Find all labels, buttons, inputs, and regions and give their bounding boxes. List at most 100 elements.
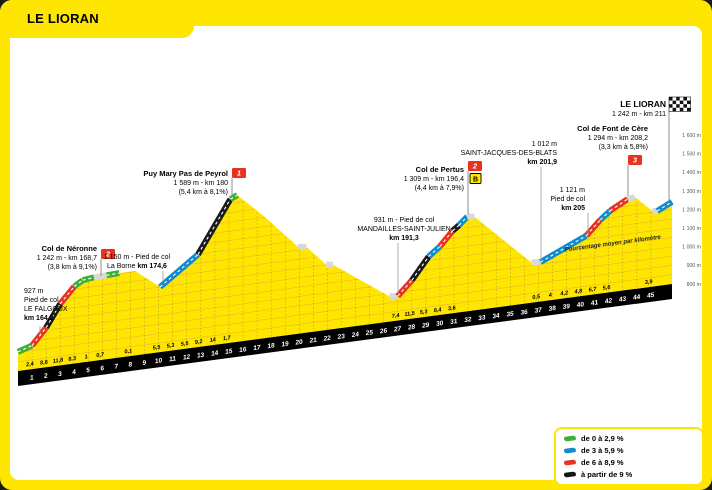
km-tick: 26 bbox=[378, 327, 387, 335]
gradient-value: 5,3 bbox=[420, 309, 429, 316]
elevation-axis-label: 1 400 m bbox=[682, 170, 701, 176]
landmark-label: 931 m - Pied de col bbox=[374, 217, 435, 224]
landmark-label: MANDAILLES-SAINT-JULIEN bbox=[357, 226, 450, 233]
km-tick: 34 bbox=[492, 312, 500, 320]
gradient-value: 0,7 bbox=[96, 352, 105, 359]
category-number: 2 bbox=[105, 250, 111, 259]
gradient-value: 3,9 bbox=[645, 279, 654, 286]
landmark-label: 1 121 m bbox=[560, 187, 585, 194]
category-flag bbox=[628, 155, 642, 165]
elevation-axis-label: 1 100 m bbox=[682, 226, 701, 232]
legend-item: de 6 à 8,9 % bbox=[563, 457, 696, 468]
km-tick: 41 bbox=[589, 299, 598, 307]
gradient-value: 11,5 bbox=[404, 311, 416, 318]
km-band bbox=[18, 284, 672, 386]
landmark-label: (3,8 km à 9,1%) bbox=[48, 264, 97, 271]
landmark-label: SAINT-JACQUES-DES-BLATS bbox=[461, 150, 558, 157]
landmark-label: km 205 bbox=[561, 205, 585, 212]
landmark-label: La Borne km 174,6 bbox=[107, 263, 167, 270]
landmark-label: 1 589 m - km 180 bbox=[174, 180, 229, 187]
elevation-axis-label: 1 000 m bbox=[682, 245, 701, 251]
gradient-values: 2,4 8,6 11,8 8,3 1 0,7 0,1 5,5 5,3 5,5 9,2 14 1,7 7,4… bbox=[25, 279, 654, 369]
landmark-mandailles-saint-julien: 931 m - Pied de col MANDAILLES-SAINT-JULI… bbox=[357, 217, 451, 294]
landmark-label: 1 242 m - km 211 bbox=[612, 111, 666, 118]
landmark-label: LE FALGOUX bbox=[24, 306, 68, 313]
km-tick: 40 bbox=[575, 301, 584, 309]
km-tick: 37 bbox=[534, 307, 542, 315]
gradient-value: 5,6 bbox=[602, 285, 611, 292]
gradient-value: 8,3 bbox=[68, 356, 77, 363]
km-tick: 11 bbox=[169, 355, 177, 363]
category-number: 3 bbox=[633, 156, 638, 165]
gradient-value: 4,2 bbox=[559, 290, 569, 297]
legend-label: à partir de 9 % bbox=[581, 470, 633, 479]
gradient-value: 1 bbox=[84, 354, 88, 360]
km-tick: 22 bbox=[322, 335, 331, 343]
km-tick: 44 bbox=[632, 294, 641, 302]
km-tick: 4 bbox=[71, 369, 77, 377]
gradient-value: 14 bbox=[209, 337, 217, 344]
slope-segments bbox=[16, 192, 674, 355]
landmark-label: (4,4 km à 7,9%) bbox=[415, 185, 464, 192]
legend-color-chip bbox=[563, 471, 577, 478]
km-tick: 23 bbox=[336, 333, 345, 341]
legend-item: de 0 à 2,9 % bbox=[563, 433, 696, 444]
km-tick: 29 bbox=[421, 322, 430, 330]
legend-label: de 0 à 2,9 % bbox=[581, 434, 624, 443]
km-tick: 5 bbox=[86, 367, 91, 374]
legend-item: à partir de 9 % bbox=[563, 469, 696, 480]
elevation-axis: 1 600 m 1 500 m 1 400 m 1 300 m 1 200 m 1 100… bbox=[682, 133, 701, 288]
landmark-label: 1 012 m bbox=[532, 141, 557, 148]
legend-label: de 3 à 5,9 % bbox=[581, 446, 624, 455]
slope-gray bbox=[626, 194, 636, 202]
landmark-label: Col de Néronne bbox=[42, 244, 97, 253]
km-tick: 16 bbox=[239, 346, 247, 354]
gradient-value: 7,4 bbox=[391, 313, 400, 320]
km-tick: 42 bbox=[603, 297, 612, 305]
km-tick: 38 bbox=[548, 305, 556, 313]
landmark-label: Col de Pertus bbox=[416, 165, 464, 174]
gradient-value: 2,4 bbox=[25, 361, 35, 368]
bonus-badge bbox=[469, 173, 482, 184]
elevation-axis-label: 1 500 m bbox=[682, 152, 701, 158]
km-tick: 25 bbox=[364, 329, 373, 337]
landmark-col-de-font-de-cere: Col de Font de Cère 1 294 m - km 208,2 (3,… bbox=[577, 124, 648, 196]
landmark-pied-de-col-km205: 1 121 m Pied de col km 205 bbox=[550, 187, 589, 233]
gradient-value: 3,6 bbox=[448, 305, 457, 312]
landmark-label: 1 242 m - km 168,7 bbox=[37, 255, 97, 262]
km-tick: 36 bbox=[520, 309, 528, 317]
km-tick: 32 bbox=[464, 316, 472, 324]
landmark-label: 1 294 m - km 208,2 bbox=[588, 135, 648, 142]
gradient-legend: de 0 à 2,9 % de 3 à 5,9 % de 6 à 8,9 % à pa… bbox=[554, 427, 704, 486]
landmark-col-de-neronne: Col de Néronne 1 242 m - km 168,7 (3,8 km … bbox=[37, 244, 115, 276]
gradient-value: 9,2 bbox=[194, 339, 203, 346]
km-tick: 8 bbox=[128, 361, 133, 368]
km-tick: 7 bbox=[114, 363, 119, 370]
elevation-axis-label: 1 200 m bbox=[682, 207, 701, 213]
km-tick: 6 bbox=[100, 365, 105, 372]
finish-checkered-flag bbox=[668, 96, 691, 112]
category-flag bbox=[232, 168, 246, 178]
elevation-axis-label: 1 600 m bbox=[682, 133, 701, 139]
km-tick: 24 bbox=[350, 331, 359, 339]
gradient-value: 8,6 bbox=[40, 360, 49, 367]
landmark-label: 1 309 m - km 196,4 bbox=[404, 176, 464, 183]
category-number: 1 bbox=[237, 169, 241, 178]
gradient-value: 11,8 bbox=[52, 357, 64, 364]
km-tick: 13 bbox=[197, 352, 205, 360]
elevation-axis-label: 900 m bbox=[687, 263, 701, 269]
km-tick: 27 bbox=[393, 326, 402, 334]
km-tick: 20 bbox=[294, 339, 303, 347]
landmark-label: 1 150 m - Pied de col bbox=[104, 254, 171, 261]
category-flag bbox=[468, 161, 482, 171]
km-tick: 43 bbox=[618, 296, 627, 304]
km-tick: 31 bbox=[450, 318, 458, 326]
km-tick: 10 bbox=[154, 357, 162, 365]
landmark-label: (3,3 km à 5,8%) bbox=[599, 144, 648, 151]
gradient-value: 5,5 bbox=[152, 345, 161, 352]
km-tick: 2 bbox=[43, 373, 49, 381]
landmark-label: Pied de col bbox=[550, 196, 585, 203]
legend-item: de 3 à 5,9 % bbox=[563, 445, 696, 456]
